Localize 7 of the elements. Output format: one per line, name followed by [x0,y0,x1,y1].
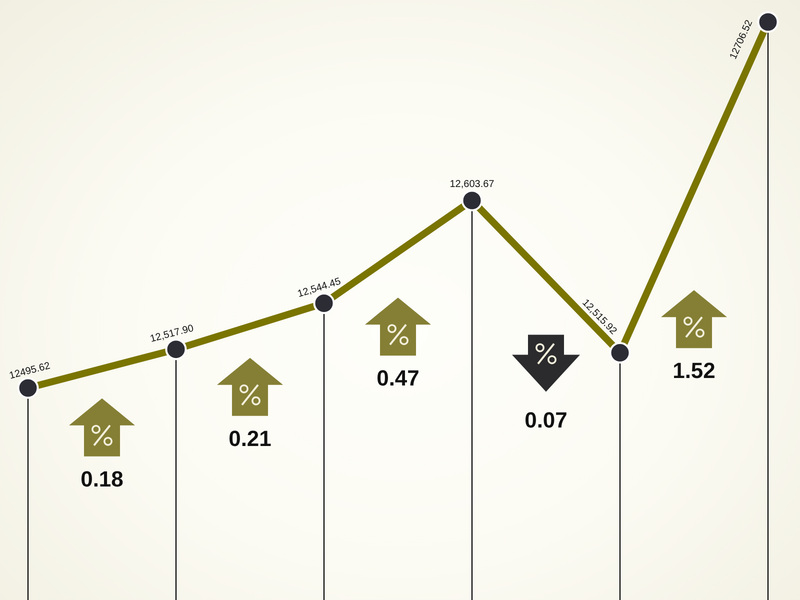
data-label: 12,603.67 [450,179,495,190]
text: 0.18 [80,466,124,492]
data-label: 12495.62 [8,360,52,382]
annotation: 0.47 [376,366,420,391]
text: 0.07 [524,408,568,433]
annotation: 1.52 [672,358,716,384]
text: 0.21 [228,426,272,451]
